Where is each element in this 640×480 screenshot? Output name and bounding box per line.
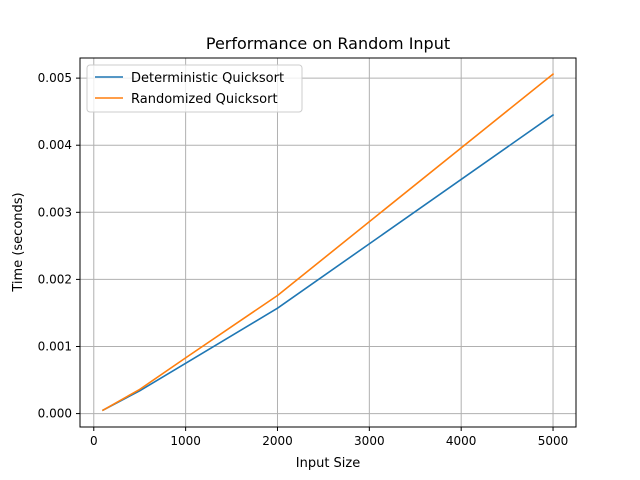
chart-title: Performance on Random Input bbox=[206, 34, 450, 53]
y-tick-label: 0.002 bbox=[38, 272, 72, 286]
tick-layer: 0 1000 2000 3000 4000 5000 0.000 0.001 0.002 0.00… bbox=[38, 71, 569, 448]
y-tick-label: 0.003 bbox=[38, 205, 72, 219]
axes-frame bbox=[79, 57, 577, 428]
x-tick-label: 0 bbox=[90, 434, 98, 448]
x-tick-label: 1000 bbox=[170, 434, 201, 448]
y-tick-label: 0.005 bbox=[38, 71, 72, 85]
legend-items: Deterministic Quicksort Randomized Quicks… bbox=[95, 71, 284, 107]
x-tick-label: 4000 bbox=[446, 434, 477, 448]
x-tick-label: 5000 bbox=[538, 434, 569, 448]
series-layer bbox=[101, 72, 555, 412]
x-tick-label: 3000 bbox=[354, 434, 385, 448]
legend-label: Deterministic Quicksort bbox=[131, 71, 284, 86]
y-tick-label: 0.000 bbox=[38, 407, 72, 421]
series-line-1 bbox=[101, 72, 555, 412]
x-tick-label: 2000 bbox=[262, 434, 293, 448]
y-tick-label: 0.001 bbox=[38, 339, 72, 353]
x-axis-label: Input Size bbox=[296, 456, 360, 471]
legend: Deterministic Quicksort Randomized Quicks… bbox=[86, 64, 303, 113]
y-axis-label: Time (seconds) bbox=[11, 192, 26, 292]
legend-box bbox=[86, 64, 303, 113]
legend-label: Randomized Quicksort bbox=[131, 92, 278, 107]
series-line-0 bbox=[101, 113, 555, 412]
y-tick-label: 0.004 bbox=[38, 138, 72, 152]
plot-area-background bbox=[80, 58, 576, 427]
grid-layer bbox=[80, 58, 576, 427]
